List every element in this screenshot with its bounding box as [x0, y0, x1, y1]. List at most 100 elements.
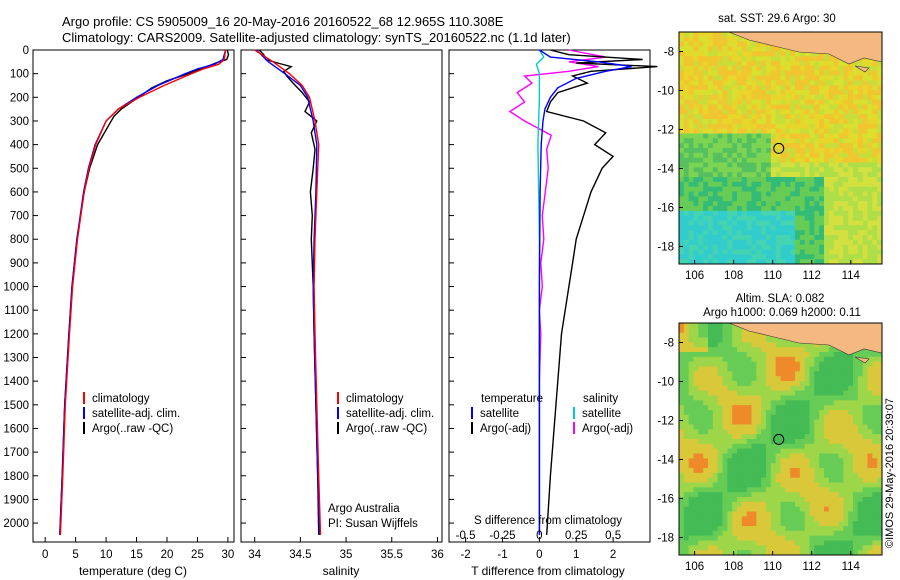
sst-map-cell — [693, 138, 699, 144]
sst-map-cell — [756, 162, 762, 168]
sst-map-cell — [746, 201, 752, 207]
sst-map-cell — [732, 85, 738, 91]
sla-map-cell — [766, 443, 772, 450]
sst-map-cell — [848, 181, 854, 188]
sst-map-cell — [785, 259, 791, 265]
sst-map-cell — [809, 244, 815, 250]
sst-map-cell — [872, 220, 878, 226]
sla-map-cell — [717, 434, 723, 440]
sst-map-cell — [698, 196, 704, 202]
sst-map-cell — [833, 201, 839, 207]
sst-map-cell — [838, 133, 844, 139]
sla-map-cell — [693, 448, 699, 454]
sla-map-cell — [795, 429, 801, 435]
sla-map-cell — [746, 545, 752, 551]
sla-map-cell — [790, 352, 796, 358]
sla-map-cell — [828, 439, 835, 445]
sla-map-cell — [688, 323, 694, 329]
sst-map-cell — [814, 80, 820, 86]
sla-map-cell — [819, 390, 825, 396]
sst-map-cell — [708, 32, 714, 38]
sst-map-cell — [703, 80, 709, 86]
sst-map-cell — [833, 128, 839, 134]
sla-map-cell — [843, 458, 849, 464]
sst-map-cell — [872, 85, 878, 91]
sla-map-cell — [814, 347, 820, 353]
sla-map-cell — [712, 356, 719, 363]
sla-map-cell — [785, 400, 791, 406]
depth-tick-label: 500 — [10, 163, 29, 175]
sla-map-cell — [766, 439, 772, 445]
sla-map-cell — [838, 400, 844, 406]
sla-map-cell — [838, 530, 844, 537]
sst-map-cell — [683, 259, 690, 265]
sst-map-cell — [766, 61, 772, 67]
sst-map-cell — [737, 191, 743, 197]
sla-map-cell — [722, 468, 728, 474]
sla-map-cell — [751, 545, 757, 551]
sst-map-cell — [872, 61, 878, 67]
sst-map-cell — [761, 191, 767, 197]
sst-map-cell — [814, 220, 820, 226]
sst-map-cell — [688, 61, 694, 67]
sst-map-cell — [814, 119, 820, 125]
sla-map-cell — [717, 516, 723, 522]
sla-map-cell — [732, 482, 738, 488]
sla-map-cell — [799, 487, 806, 493]
sst-map-cell — [732, 157, 738, 163]
sst-map-cell — [722, 119, 728, 125]
sla-map-cell — [722, 323, 728, 329]
sla-map-cell — [712, 545, 719, 551]
sst-map-cell — [862, 186, 868, 192]
sst-map-cell — [756, 254, 762, 260]
sla-map-cell — [799, 540, 806, 546]
sst-map-cell — [688, 210, 694, 217]
sst-map-cell — [722, 99, 728, 105]
sla-map-cell — [751, 395, 757, 401]
sst-map-cell — [761, 99, 767, 105]
sst-map-cell — [717, 138, 723, 144]
sst-map-cell — [799, 128, 806, 134]
sla-map-cell — [746, 390, 752, 396]
sst-map-cell — [722, 123, 728, 130]
sst-map-cell — [862, 172, 868, 178]
sst-map-cell — [804, 177, 810, 183]
sst-map-cell — [746, 148, 752, 154]
sla-map-cell — [732, 410, 738, 416]
sst-map-cell — [838, 128, 844, 134]
sla-map-cell — [828, 395, 835, 401]
sla-map-cell — [833, 361, 839, 367]
sla-map-cell — [785, 492, 791, 498]
sst-map-cell — [867, 148, 873, 154]
sst-map-cell — [848, 152, 854, 159]
sst-map-cell — [828, 143, 835, 149]
sst-map-cell — [843, 244, 849, 250]
sla-map-cell — [833, 405, 839, 411]
sst-map-cell — [741, 99, 748, 105]
sla-map-cell — [843, 535, 849, 541]
sla-map-cell — [688, 521, 694, 527]
sla-map-y-tick-label: -10 — [657, 376, 674, 388]
sst-map-cell — [703, 177, 709, 183]
sla-map-cell — [843, 526, 849, 532]
sla-map-cell — [814, 443, 820, 450]
sst-map-cell — [853, 157, 859, 163]
sst-map-cell — [756, 225, 762, 231]
temperature-x-tick-label: 0 — [42, 549, 48, 561]
sla-map-cell — [833, 535, 839, 541]
sla-map-cell — [780, 376, 786, 382]
sla-map-cell — [862, 376, 868, 382]
sla-map-cell — [843, 550, 849, 556]
sst-map-cell — [872, 254, 878, 260]
sst-map-cell — [838, 191, 844, 197]
sst-map-cell — [717, 143, 723, 149]
sst-map-cell — [751, 61, 757, 67]
sla-map-cell — [756, 511, 762, 517]
sst-map-cell — [756, 249, 762, 255]
sla-map-cell — [727, 453, 733, 459]
sst-map-cell — [688, 177, 694, 183]
sla-map-cell — [775, 535, 781, 541]
sla-map-cell — [756, 477, 762, 483]
sla-map-cell — [872, 477, 878, 483]
sla-map-x-tick-label: 108 — [724, 561, 743, 573]
